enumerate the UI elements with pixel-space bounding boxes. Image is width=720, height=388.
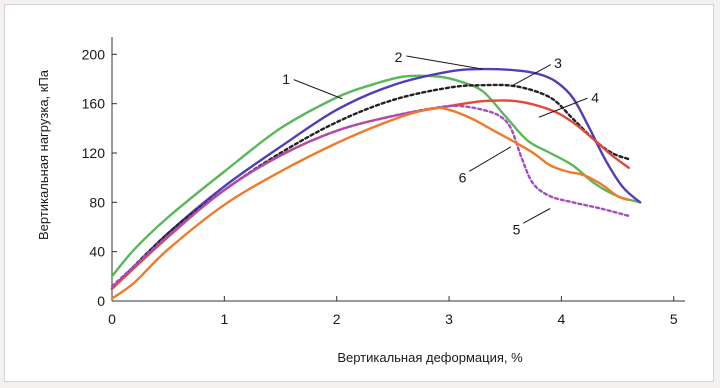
x-tick-label: 2 bbox=[333, 311, 341, 327]
y-tick-label: 200 bbox=[82, 46, 106, 62]
callout-leader-5 bbox=[523, 208, 551, 224]
callout-leader-4 bbox=[538, 97, 588, 118]
callout-leader-6 bbox=[469, 146, 512, 172]
chart-curves bbox=[110, 67, 642, 300]
curve-label-2: 2 bbox=[395, 49, 403, 65]
x-tick-label: 5 bbox=[670, 311, 678, 327]
curve-label-5: 5 bbox=[513, 221, 521, 237]
curve-label-1: 1 bbox=[282, 71, 290, 87]
x-tick-label: 1 bbox=[220, 311, 228, 327]
callout-leader-3 bbox=[510, 64, 552, 87]
x-axis-title: Вертикальная деформация, % bbox=[337, 350, 523, 365]
curve-label-3: 3 bbox=[554, 55, 562, 71]
y-tick-label: 80 bbox=[89, 194, 105, 210]
series-line-1 bbox=[110, 74, 642, 278]
chart-callouts: 1 2 3 4 5 6 bbox=[282, 49, 599, 238]
chart-axes: 0 1 2 3 4 5 0 40 80 120 160 200 bbox=[82, 37, 685, 327]
x-tick-label: 3 bbox=[445, 311, 453, 327]
series-line-6 bbox=[110, 106, 630, 300]
x-tick-label: 4 bbox=[558, 311, 566, 327]
curve-label-4: 4 bbox=[591, 90, 599, 106]
y-tick-label: 40 bbox=[89, 244, 105, 260]
callout-leader-1 bbox=[293, 79, 343, 100]
line-chart: 0 1 2 3 4 5 0 40 80 120 160 200 1 2 3 4 5 6 Вертикальная… bbox=[36, 37, 685, 365]
chart-panel: 0 1 2 3 4 5 0 40 80 120 160 200 1 2 3 4 5 6 Вертикальная… bbox=[4, 4, 714, 382]
callout-leader-2 bbox=[406, 55, 483, 70]
series-line-2 bbox=[110, 67, 642, 290]
y-tick-label: 0 bbox=[97, 293, 105, 309]
y-tick-label: 120 bbox=[82, 145, 106, 161]
curve-label-6: 6 bbox=[459, 170, 467, 186]
y-tick-label: 160 bbox=[82, 96, 106, 112]
y-axis-title: Вертикальная нагрузка, кПа bbox=[36, 69, 51, 240]
x-tick-label: 0 bbox=[108, 311, 116, 327]
series-line-5 bbox=[110, 104, 630, 288]
series-line-3 bbox=[110, 83, 630, 290]
